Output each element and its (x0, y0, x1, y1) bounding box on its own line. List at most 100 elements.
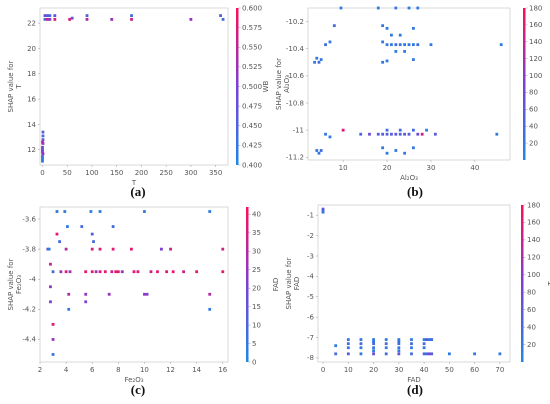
data-point (390, 43, 393, 47)
y-tick-label: 22 (27, 19, 36, 27)
y-axis-label: SHAP value forAl₂O₃ (275, 58, 291, 110)
data-point (171, 270, 175, 274)
data-point (90, 232, 94, 236)
data-point (130, 14, 133, 17)
data-point (49, 285, 52, 289)
colorbar-tick-label: 15 (252, 303, 261, 311)
x-tick-label: 100 (85, 169, 98, 177)
x-tick-label: 2 (38, 366, 42, 374)
data-point (397, 338, 401, 341)
y-tick-label: -3.6 (22, 215, 36, 223)
data-point (384, 338, 388, 341)
panel-caption: (d) (407, 382, 423, 397)
colorbar-tick-label: 40 (252, 211, 261, 219)
x-tick-label: 40 (470, 164, 479, 172)
y-axis-label-line: SHAP value for (275, 58, 283, 110)
y-axis-label-line: FAD (293, 277, 301, 291)
x-tick-label: 250 (159, 169, 172, 177)
data-point (403, 50, 407, 53)
data-point (425, 338, 429, 341)
data-point (390, 33, 393, 37)
data-point (90, 247, 94, 251)
x-tick-label: 40 (420, 366, 429, 374)
colorbar-label: WB (262, 80, 270, 92)
colorbar (521, 205, 524, 362)
colorbar-tick-label: 140 (529, 38, 542, 46)
data-point (63, 210, 67, 213)
data-point (68, 270, 72, 274)
y-axis-label-line: SHAP value for (7, 258, 15, 310)
chart-panel-3: 2 4 6 8 10 12 14 16-3.6-3.8-4-4.2-4.4Fe₂O₃SHAP … (7, 206, 280, 397)
data-point (376, 6, 380, 10)
x-tick-label: 8 (116, 366, 120, 374)
colorbar-tick-label: 0.600 (242, 4, 262, 12)
data-point (67, 292, 71, 296)
x-tick-label: 30 (394, 366, 403, 374)
x-tick-label: 16 (218, 366, 227, 374)
data-point (381, 60, 385, 64)
x-axis-label: T (131, 179, 137, 187)
colorbar-tick-label: 10 (252, 321, 261, 329)
colorbar-tick-label: 0.575 (242, 24, 262, 32)
data-point (407, 43, 411, 47)
data-point (394, 43, 398, 47)
data-point (346, 342, 350, 346)
colorbar-tick-label: 25 (252, 266, 261, 274)
data-point (221, 17, 225, 21)
data-point (359, 338, 363, 341)
data-point (85, 17, 89, 21)
plot-frame (39, 7, 229, 166)
data-point (403, 43, 407, 47)
y-axis-label: SHAP value forFe₂O₃ (7, 258, 23, 310)
data-point (114, 270, 118, 274)
data-point (410, 346, 413, 350)
colorbar-label: FAD (272, 278, 280, 292)
y-tick-label: -4.4 (22, 336, 36, 344)
colorbar-tick-label: 180 (529, 4, 542, 12)
data-point (473, 352, 477, 356)
data-point (92, 240, 95, 244)
y-tick-label: -4 (307, 273, 315, 281)
panel-caption: (a) (130, 184, 145, 199)
colorbar-tick-label: 40 (529, 123, 538, 131)
data-point (372, 342, 375, 346)
data-point (143, 292, 146, 296)
data-point (425, 352, 429, 356)
chart-panel-2: 10 20 30 40 -10.2 -10.4 -10.6 -10.8 -11 -11.2 Al₂O… (275, 4, 550, 199)
data-point (328, 135, 332, 139)
data-point (53, 14, 57, 17)
data-point (324, 132, 327, 136)
y-tick-label: 12 (27, 146, 36, 154)
data-point (47, 247, 51, 251)
x-axis-label: Al₂O₃ (400, 174, 418, 182)
data-point (136, 270, 140, 274)
data-point (397, 349, 401, 353)
data-point (94, 270, 98, 274)
data-point (341, 128, 345, 132)
colorbar-tick-label: 100 (529, 72, 542, 80)
data-point (411, 43, 415, 47)
colorbar-tick-label: 80 (527, 289, 536, 297)
data-point (89, 210, 93, 213)
colorbar-tick-label: 0.500 (242, 83, 262, 91)
colorbar-tick-label: 120 (529, 55, 542, 63)
y-tick-label: -5 (307, 293, 314, 301)
data-point (346, 352, 350, 356)
data-point (41, 145, 44, 149)
x-tick-label: 20 (383, 164, 392, 172)
data-point (48, 14, 52, 17)
x-tick-label: 10 (344, 366, 353, 374)
data-point (145, 292, 149, 296)
data-point (110, 17, 114, 21)
data-point (397, 346, 401, 350)
data-point (107, 292, 111, 296)
colorbar-tick-label: 20 (252, 284, 261, 292)
data-point (58, 240, 61, 244)
data-point (315, 56, 319, 60)
data-point (495, 132, 499, 136)
data-point (416, 6, 420, 10)
data-point (390, 132, 393, 136)
